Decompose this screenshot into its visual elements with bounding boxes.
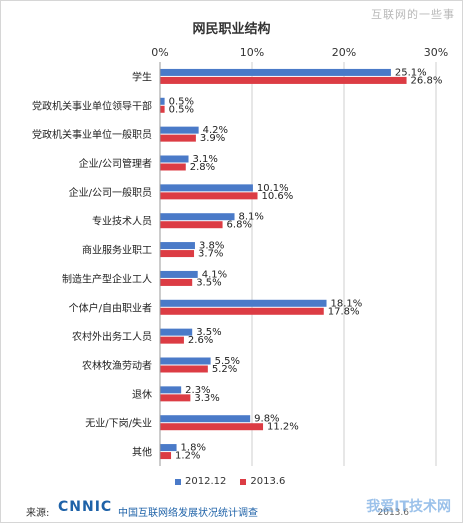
data-label: 3.8% <box>199 241 224 252</box>
data-label: 1.2% <box>175 451 200 462</box>
legend-label-series-1: 2012.12 <box>185 476 227 487</box>
bar <box>160 68 391 76</box>
category-label: 学生 <box>132 70 152 83</box>
source-date: 2013.6 <box>377 508 410 518</box>
data-label: 17.8% <box>328 306 360 317</box>
bar <box>160 184 253 192</box>
category-label: 农林牧渔劳动者 <box>82 359 152 372</box>
category-label: 农村外出务工人员 <box>72 330 152 343</box>
bar <box>160 250 195 258</box>
bar <box>160 270 198 278</box>
source-footer: 来源: CNNIC 中国互联网络发展状况统计调查 2013.6 我爱IT技术网 <box>0 494 463 523</box>
data-label: 2.3% <box>185 385 210 396</box>
legend-swatch-series-2 <box>240 478 247 485</box>
legend-item-series-1: 2012.12 <box>175 476 226 487</box>
bar <box>160 452 172 460</box>
category-label: 企业/公司管理者 <box>79 157 152 170</box>
category-label: 无业/下岗/失业 <box>85 417 152 430</box>
bar <box>160 221 223 229</box>
cnnic-logo: CNNIC <box>58 499 113 515</box>
x-tick-label: 10% <box>240 46 264 59</box>
bar <box>160 299 327 307</box>
bar <box>160 357 211 365</box>
bar <box>160 328 193 336</box>
data-label: 10.6% <box>262 191 294 202</box>
bar <box>160 134 196 142</box>
data-label: 10.1% <box>257 183 289 194</box>
bar <box>160 278 193 286</box>
data-label: 4.2% <box>203 125 228 136</box>
data-label: 9.8% <box>254 414 279 425</box>
bar <box>160 365 208 373</box>
data-label: 5.5% <box>215 356 240 367</box>
bar <box>160 155 189 163</box>
data-label: 5.2% <box>212 364 237 375</box>
data-label: 3.5% <box>196 327 221 338</box>
category-label: 商业服务业职工 <box>82 244 152 257</box>
category-label: 其他 <box>132 446 152 459</box>
category-label: 党政机关事业单位一般职员 <box>32 128 152 141</box>
source-organization: 中国互联网络发展状况统计调查 <box>118 508 258 519</box>
data-label: 2.6% <box>188 335 213 346</box>
legend-swatch-series-1 <box>175 478 181 485</box>
data-label: 3.5% <box>196 277 221 288</box>
category-label: 制造生产型企业工人 <box>62 272 152 285</box>
data-label: 18.1% <box>331 298 363 309</box>
bar <box>160 444 177 452</box>
data-label: 3.3% <box>194 393 219 404</box>
bar <box>160 163 186 171</box>
data-label: 3.9% <box>200 133 225 144</box>
bar <box>160 386 182 394</box>
category-label: 党政机关事业单位领导干部 <box>32 99 152 112</box>
data-label: 4.1% <box>202 269 227 280</box>
bar <box>160 192 258 200</box>
data-label: 3.1% <box>193 154 218 165</box>
x-tick-label: 0% <box>151 46 168 59</box>
bar <box>160 213 235 221</box>
data-label: 3.7% <box>198 249 223 260</box>
data-label: 6.8% <box>227 220 252 231</box>
chart-title: 网民职业结构 <box>192 22 271 37</box>
bar <box>160 97 165 105</box>
x-tick-label: 30% <box>424 46 448 59</box>
data-label: 1.8% <box>181 443 206 454</box>
category-label: 退休 <box>132 389 152 401</box>
data-label: 11.2% <box>267 422 299 433</box>
x-tick-label: 20% <box>332 46 356 59</box>
bar <box>160 415 251 423</box>
watermark-top: 互联网的一些事 <box>371 8 455 21</box>
data-label: 0.5% <box>169 104 194 115</box>
category-label: 专业技术人员 <box>92 215 152 228</box>
bar <box>160 242 195 250</box>
bar <box>160 126 199 134</box>
legend-label-series-2: 2013.6 <box>250 476 286 487</box>
data-label: 8.1% <box>239 212 264 223</box>
data-label: 25.1% <box>395 67 427 78</box>
source-label: 来源: <box>26 508 50 519</box>
bar <box>160 105 165 113</box>
bar <box>160 423 264 431</box>
legend: 2012.12 2013.6 <box>175 476 285 487</box>
bar <box>160 336 184 344</box>
bar <box>160 76 407 84</box>
data-label: 26.8% <box>411 75 443 86</box>
watermark-bottom: 我爱IT技术网 <box>366 499 451 515</box>
data-label: 0.5% <box>169 96 194 107</box>
category-label: 企业/公司一般职员 <box>69 186 152 199</box>
data-label: 2.8% <box>190 162 215 173</box>
bar <box>160 394 191 402</box>
category-label: 个体户/自由职业者 <box>69 301 152 314</box>
bar <box>160 307 324 315</box>
legend-item-series-2: 2013.6 <box>240 476 285 487</box>
